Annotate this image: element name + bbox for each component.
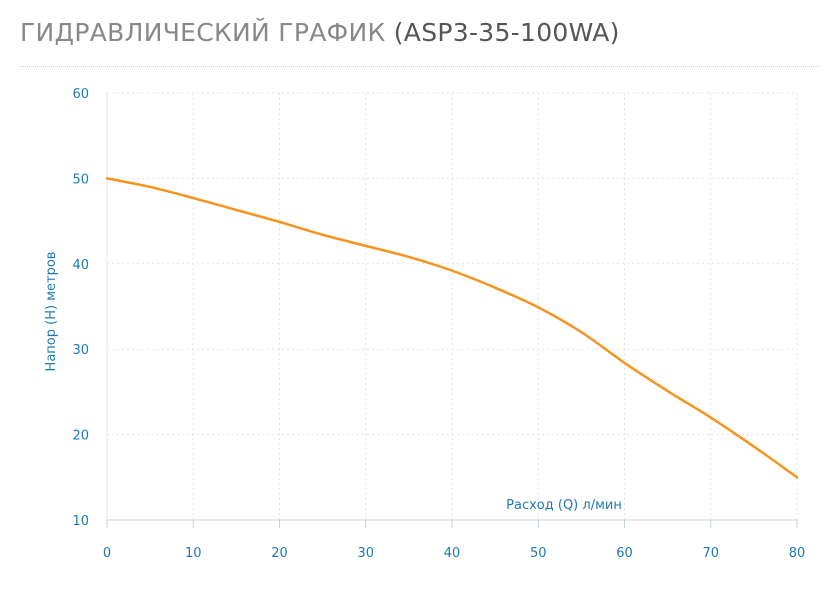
series [105,177,799,479]
grid [107,92,798,520]
x-tick-label-6: 60 [616,546,633,561]
x-tick-label-8: 80 [789,546,806,561]
y-tick-label-1: 20 [72,429,89,444]
x-tick-label-2: 20 [271,546,288,561]
x-tick-label-5: 50 [530,546,547,561]
axes [106,93,798,528]
series-line-0 [105,177,799,479]
title-separator [20,66,820,67]
y-tick-label-3: 40 [72,258,89,273]
y-axis-title: Напор (H) метров [44,252,59,372]
y-tick-label-5: 60 [72,87,89,102]
x-axis-title: Расход (Q) л/мин [506,498,622,513]
x-tick-label-0: 0 [103,546,111,561]
x-tick-label-1: 10 [185,546,202,561]
chart-title-main: ГИДРАВЛИЧЕСКИЙ ГРАФИК [20,18,386,47]
chart-title-model: (ASP3-35-100WA) [393,18,620,47]
y-tick-label-2: 30 [72,343,89,358]
y-tick-label-4: 50 [72,172,89,187]
y-tick-labels: 10 20 30 40 50 60 [72,87,89,529]
y-tick-label-0: 10 [72,514,89,529]
x-tick-label-7: 70 [702,546,719,561]
x-tick-labels: 0 10 20 30 40 50 60 70 80 [103,546,805,561]
x-tick-label-4: 40 [444,546,461,561]
x-tick-label-3: 30 [357,546,374,561]
chart-title: ГИДРАВЛИЧЕСКИЙ ГРАФИК (ASP3-35-100WA) [20,18,620,47]
